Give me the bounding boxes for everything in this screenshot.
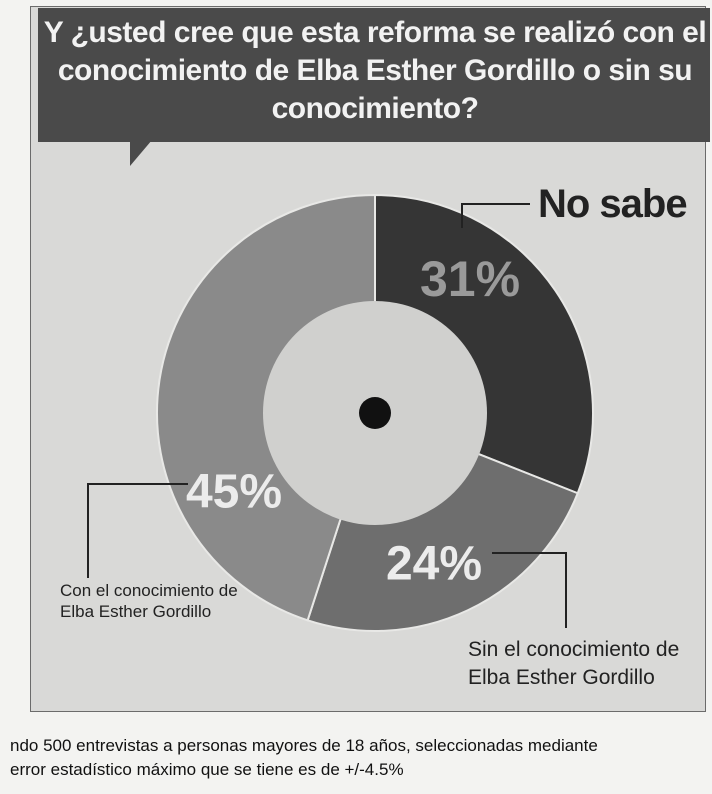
title-banner: [38, 8, 710, 142]
methodology-note: ndo 500 entrevistas a personas mayores d…: [10, 734, 712, 782]
value-label-con: 45%: [186, 466, 282, 519]
chart-title: Y ¿usted cree que esta reforma se realiz…: [43, 16, 707, 125]
center-dot: [359, 397, 391, 429]
label-no-sabe: No sabe: [538, 182, 688, 226]
banner-pointer: [130, 140, 152, 166]
leader-line-no-sabe: [461, 203, 530, 228]
value-label-sin: 24%: [386, 538, 482, 591]
label-con-conocimiento: Con el conocimiento de Elba Esther Gordi…: [60, 581, 238, 621]
methodology-line-1: ndo 500 entrevistas a personas mayores d…: [10, 736, 598, 755]
value-label-no-sabe: 31%: [420, 251, 520, 307]
leader-line-sin: [492, 552, 567, 628]
leader-line-con: [87, 483, 188, 578]
label-sin-conocimiento: Sin el conocimiento de Elba Esther Gordi…: [468, 638, 680, 689]
methodology-line-2: error estadístico máximo que se tiene es…: [10, 760, 404, 779]
